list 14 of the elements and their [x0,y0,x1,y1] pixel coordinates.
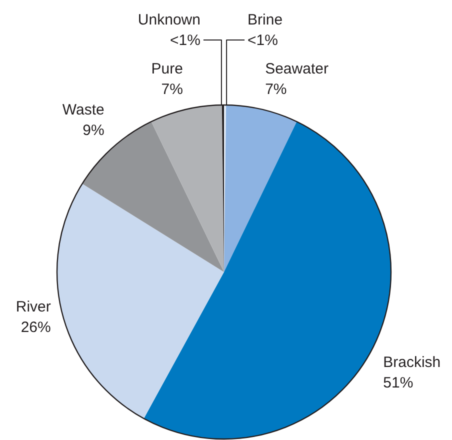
slice-label: Brackish [383,354,441,371]
data-label: 9% [82,122,104,139]
data-label: 26% [20,319,51,336]
data-label: 7% [265,80,287,98]
slice-label: Unknown [138,12,200,29]
slice-label: Seawater [265,60,328,78]
slice-label: Waste [62,101,104,118]
data-label: 7% [161,80,183,98]
slice-label: Brine [248,12,283,29]
data-label: <1% [170,32,200,50]
slice-label: River [16,298,51,316]
data-label: 51% [383,374,414,392]
data-label: <1% [248,32,278,50]
slice-label: Pure [151,60,183,78]
